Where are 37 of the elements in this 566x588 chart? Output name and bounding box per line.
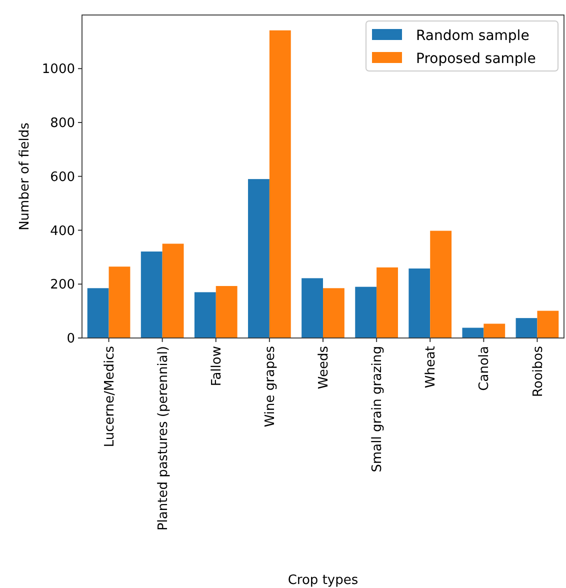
bar <box>323 288 344 338</box>
y-tick-label: 400 <box>50 224 75 239</box>
x-tick-label: Wheat <box>424 346 439 388</box>
bar <box>162 244 184 338</box>
y-tick-label: 0 <box>66 332 75 347</box>
legend-label: Proposed sample <box>416 50 536 67</box>
bar <box>87 288 109 338</box>
bar <box>269 30 291 338</box>
x-tick-label: Small grain grazing <box>370 346 386 472</box>
bar <box>140 252 162 338</box>
bar <box>248 179 270 338</box>
bar <box>408 268 430 338</box>
bar <box>430 230 452 338</box>
bar <box>516 318 538 338</box>
x-tick-label: Fallow <box>209 346 224 386</box>
bar <box>537 310 559 338</box>
bar <box>355 286 377 338</box>
bar <box>376 267 398 338</box>
bar <box>484 324 506 338</box>
x-tick-label: Planted pastures (perennial) <box>156 346 171 531</box>
bar <box>194 292 216 338</box>
x-tick-label: Weeds <box>316 346 332 390</box>
y-tick-label: 1000 <box>42 62 75 78</box>
bar <box>108 266 130 338</box>
bar <box>216 286 238 338</box>
bar <box>462 328 484 338</box>
x-tick-label: Rooibos <box>530 346 546 397</box>
x-tick-label: Lucerne/Medics <box>102 346 118 448</box>
y-tick-label: 800 <box>50 116 75 132</box>
x-axis-title: Crop types <box>288 573 358 588</box>
y-axis-title: Number of fields <box>18 122 33 230</box>
legend-label: Random sample <box>416 28 530 44</box>
bar <box>302 278 323 338</box>
x-tick-label: Canola <box>477 346 492 391</box>
y-tick-label: 200 <box>50 278 75 293</box>
y-tick-label: 600 <box>50 170 75 185</box>
x-tick-label: Wine grapes <box>262 346 278 428</box>
